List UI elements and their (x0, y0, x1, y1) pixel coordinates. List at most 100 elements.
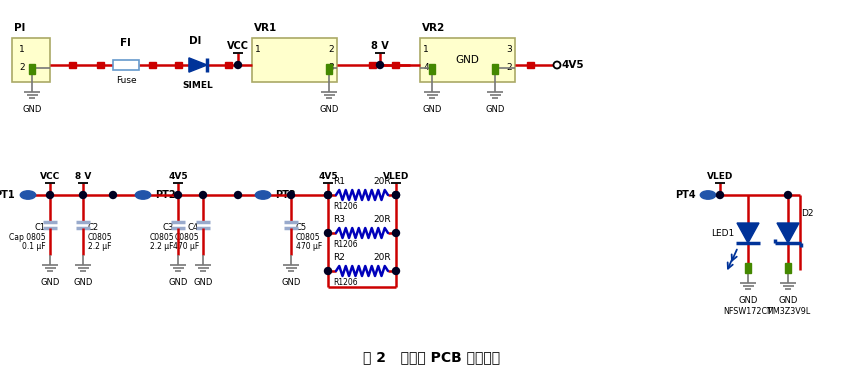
Text: 2.2 μF: 2.2 μF (151, 242, 174, 251)
Bar (12, 38, 50, 82)
Text: R1206: R1206 (333, 240, 357, 249)
Text: PT4: PT4 (676, 190, 696, 200)
Text: 2: 2 (506, 63, 512, 72)
Bar (113, 60, 139, 70)
Text: 0.1 μF: 0.1 μF (22, 242, 46, 251)
Bar (429, 64, 435, 74)
Circle shape (554, 62, 561, 69)
Text: Pl: Pl (14, 23, 25, 33)
Text: R2: R2 (333, 253, 345, 262)
Text: 8 V: 8 V (74, 172, 91, 181)
Text: 1: 1 (423, 45, 429, 53)
Text: Fuse: Fuse (116, 76, 137, 85)
Circle shape (376, 62, 383, 69)
Circle shape (200, 191, 207, 198)
Circle shape (716, 191, 723, 198)
Circle shape (393, 191, 400, 198)
Text: Dl: Dl (189, 36, 202, 46)
Bar (68, 62, 75, 68)
Circle shape (175, 191, 182, 198)
Text: VLED: VLED (707, 172, 734, 181)
Text: R1: R1 (333, 177, 345, 186)
Text: 3: 3 (328, 63, 334, 72)
Circle shape (393, 191, 400, 198)
Text: C0805: C0805 (150, 233, 174, 242)
Text: GND: GND (485, 105, 504, 114)
Bar (392, 62, 399, 68)
Bar (326, 64, 332, 74)
Text: VLED: VLED (383, 172, 409, 181)
Text: GND: GND (281, 278, 301, 287)
Text: R1206: R1206 (333, 278, 357, 287)
Bar (149, 62, 156, 68)
Circle shape (80, 191, 86, 198)
Bar (745, 263, 751, 273)
Text: PT2: PT2 (155, 190, 176, 200)
Text: PT1: PT1 (0, 190, 15, 200)
Circle shape (393, 230, 400, 236)
Text: LED1: LED1 (711, 229, 734, 237)
Text: VR1: VR1 (254, 23, 278, 33)
Ellipse shape (701, 191, 715, 199)
Text: R3: R3 (333, 215, 345, 224)
Text: VR2: VR2 (422, 23, 445, 33)
Text: 20R: 20R (374, 253, 391, 262)
Circle shape (324, 230, 331, 236)
Text: PT3: PT3 (275, 190, 296, 200)
Text: 4V5: 4V5 (168, 172, 188, 181)
Text: NFSW172CT: NFSW172CT (723, 307, 772, 316)
Bar (527, 62, 534, 68)
Text: 1: 1 (255, 45, 261, 53)
Text: 4: 4 (423, 63, 429, 72)
Circle shape (234, 191, 241, 198)
Text: D2: D2 (801, 209, 813, 217)
Ellipse shape (255, 191, 271, 199)
Ellipse shape (135, 191, 151, 199)
Text: C1: C1 (35, 223, 46, 232)
Bar (97, 62, 104, 68)
Text: 2: 2 (328, 45, 334, 53)
Text: 1: 1 (19, 45, 25, 53)
Text: C0805: C0805 (175, 233, 199, 242)
Text: GND: GND (778, 296, 798, 305)
Text: 3: 3 (506, 45, 512, 53)
Circle shape (785, 191, 791, 198)
Circle shape (324, 191, 331, 198)
Circle shape (324, 191, 331, 198)
Text: 4V5: 4V5 (562, 60, 585, 70)
Text: 2.2 μF: 2.2 μF (88, 242, 112, 251)
Bar (225, 62, 232, 68)
Polygon shape (737, 223, 759, 243)
Bar (252, 38, 337, 82)
Text: GND: GND (319, 105, 339, 114)
Text: GND: GND (41, 278, 60, 287)
Bar (368, 62, 375, 68)
Circle shape (234, 62, 241, 69)
Text: GND: GND (22, 105, 42, 114)
Circle shape (47, 191, 54, 198)
Text: GND: GND (74, 278, 93, 287)
Text: 470 μF: 470 μF (173, 242, 199, 251)
Text: C0805: C0805 (296, 233, 321, 242)
Text: MM3Z3V9L: MM3Z3V9L (766, 307, 811, 316)
Polygon shape (777, 223, 799, 243)
Text: 20R: 20R (374, 177, 391, 186)
Bar (420, 38, 515, 82)
Text: C0805: C0805 (88, 233, 112, 242)
Bar (175, 62, 182, 68)
Text: Cap 0805: Cap 0805 (10, 233, 46, 242)
Text: C5: C5 (296, 223, 307, 232)
Text: 470 μF: 470 μF (296, 242, 323, 251)
Text: VCC: VCC (40, 172, 61, 181)
Bar (492, 64, 498, 74)
Text: GND: GND (169, 278, 188, 287)
Text: GND: GND (456, 55, 479, 65)
Text: VCC: VCC (227, 41, 249, 51)
Text: SIMEL: SIMEL (183, 81, 214, 90)
Text: 20R: 20R (374, 215, 391, 224)
Bar (29, 64, 35, 74)
Text: 4V5: 4V5 (318, 172, 338, 181)
Text: 图 2   氛围灯 PCB 的线路图: 图 2 氛围灯 PCB 的线路图 (363, 350, 501, 364)
Circle shape (287, 191, 294, 198)
Text: GND: GND (739, 296, 758, 305)
